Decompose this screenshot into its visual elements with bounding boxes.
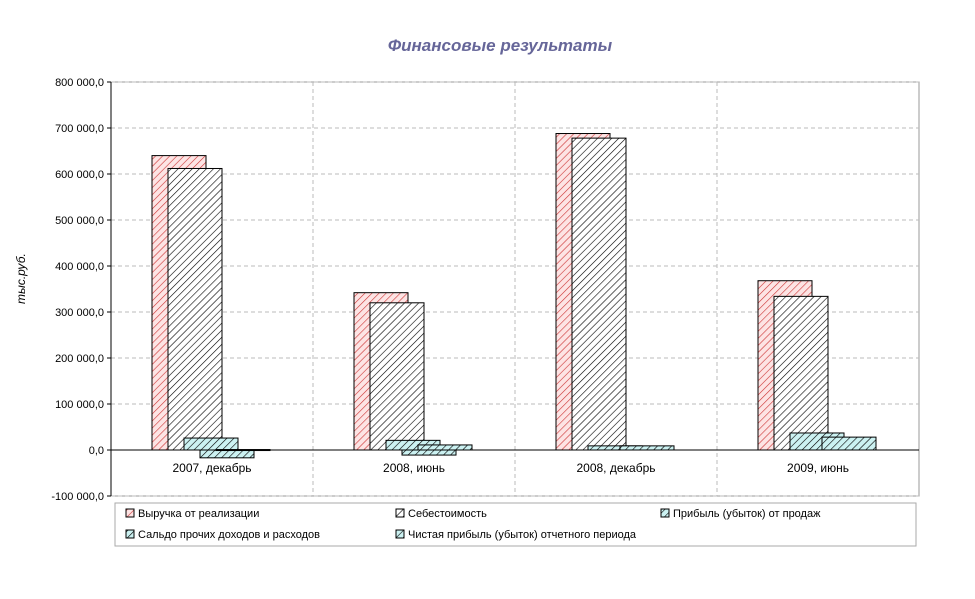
category-label: 2008, декабрь xyxy=(576,461,655,475)
bar-2 xyxy=(167,167,223,451)
bar-5 xyxy=(619,445,675,451)
legend-label: Прибыль (убыток) от продаж xyxy=(673,508,821,520)
category-label: 2009, июнь xyxy=(787,461,849,475)
y-tick-label: 800 000,0 xyxy=(55,77,104,89)
bar-2 xyxy=(773,295,829,451)
bar-2 xyxy=(369,302,425,451)
legend-swatch xyxy=(660,508,670,518)
y-tick-label: 300 000,0 xyxy=(55,307,104,319)
chart-title: Финансовые результаты xyxy=(387,36,613,55)
legend: Выручка от реализации Себестоимость Прибыл… xyxy=(114,502,917,547)
category-label: 2007, декабрь xyxy=(172,461,251,475)
legend-swatch xyxy=(125,508,135,518)
legend-swatch xyxy=(395,529,405,539)
category-label: 2008, июнь xyxy=(383,461,445,475)
legend-label: Выручка от реализации xyxy=(138,508,259,520)
y-tick-label: 100 000,0 xyxy=(55,399,104,411)
bar-5 xyxy=(417,444,473,451)
legend-label: Сальдо прочих доходов и расходов xyxy=(138,529,320,541)
y-tick-label: -100 000,0 xyxy=(51,491,104,503)
legend-box xyxy=(114,502,917,547)
legend-label: Чистая прибыль (убыток) отчетного период… xyxy=(408,529,637,541)
y-tick-label: 200 000,0 xyxy=(55,353,104,365)
bar-4 xyxy=(199,449,255,459)
y-tick-label: 600 000,0 xyxy=(55,169,104,181)
y-tick-label: 0,0 xyxy=(89,445,104,457)
y-tick-label: 700 000,0 xyxy=(55,123,104,135)
y-tick-label: 500 000,0 xyxy=(55,215,104,227)
bar-2 xyxy=(571,137,627,451)
legend-label: Себестоимость xyxy=(408,508,487,520)
y-tick-label: 400 000,0 xyxy=(55,261,104,273)
legend-swatch xyxy=(125,529,135,539)
bar-5 xyxy=(821,436,877,451)
bar-4 xyxy=(401,449,457,456)
bar-3 xyxy=(183,437,239,451)
legend-swatch xyxy=(395,508,405,518)
